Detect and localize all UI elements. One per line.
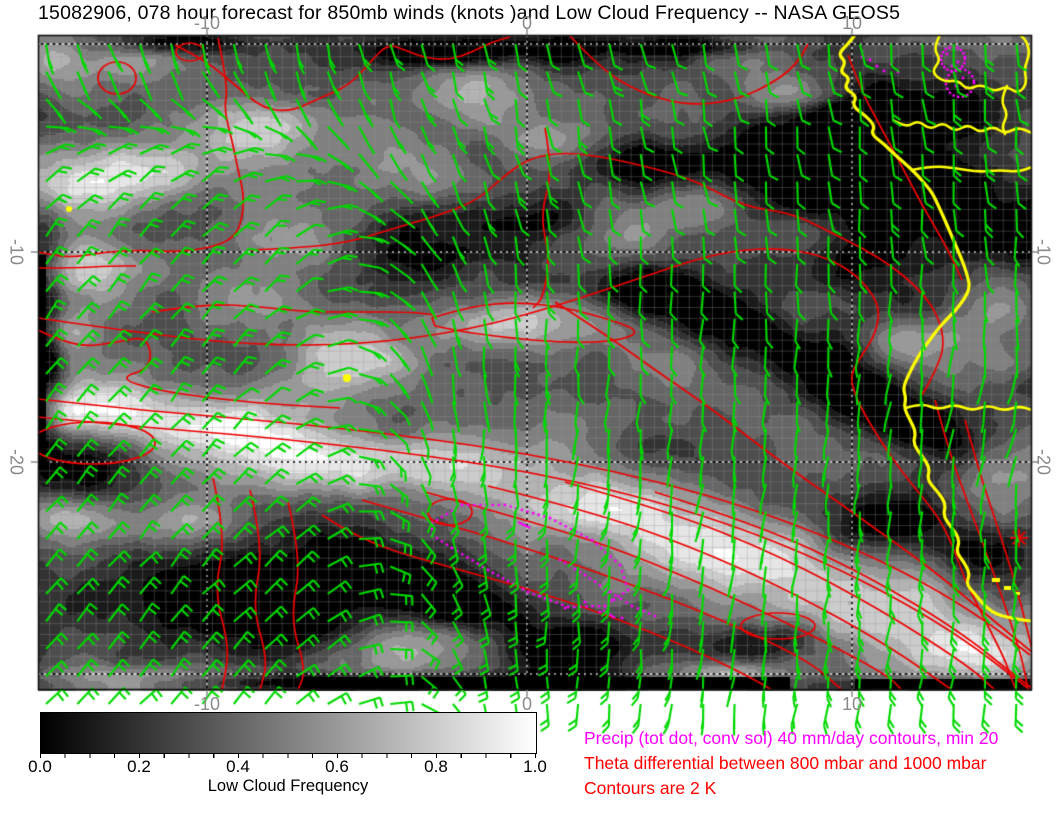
y-axis-left-tick-label: -20 [6,448,27,476]
colorbar-tick-label: 0.4 [226,757,250,776]
legend-theta-line-2: Contours are 2 K [584,778,717,798]
y-axis-right-tick-label: -20 [1033,448,1054,476]
colorbar-tick-label: 0.6 [325,757,349,776]
x-axis-top-tick-label: -10 [193,13,221,33]
colorbar-tick-label: 1.0 [523,757,547,776]
legend-precip-line: Precip (tot dot, conv sol) 40 mm/day con… [584,728,999,748]
colorbar-tick-label: 0.0 [28,757,52,776]
x-axis-top-tick-label: 10 [841,13,863,33]
colorbar-gradient [40,712,537,754]
colorbar-label: Low Cloud Frequency [207,777,369,795]
x-axis-bottom-tick-label: 0 [521,694,533,714]
colorbar-tick-label: 0.8 [424,757,448,776]
x-axis-bottom-tick-label: 10 [841,694,863,714]
legend-theta-line-1: Theta differential between 800 mbar and … [584,753,987,773]
colorbar-ticks [40,753,536,758]
legend: Precip (tot dot, conv sol) 40 mm/day con… [584,726,998,801]
page-title: 15082906, 078 hour forecast for 850mb wi… [38,2,901,24]
y-axis-left-tick-label: -10 [6,238,27,266]
x-axis-bottom-tick-label: -10 [193,694,221,714]
y-axis-right-tick-label: -10 [1033,238,1054,266]
x-axis-top-tick-label: 0 [521,13,533,33]
colorbar-tick-label: 0.2 [127,757,151,776]
